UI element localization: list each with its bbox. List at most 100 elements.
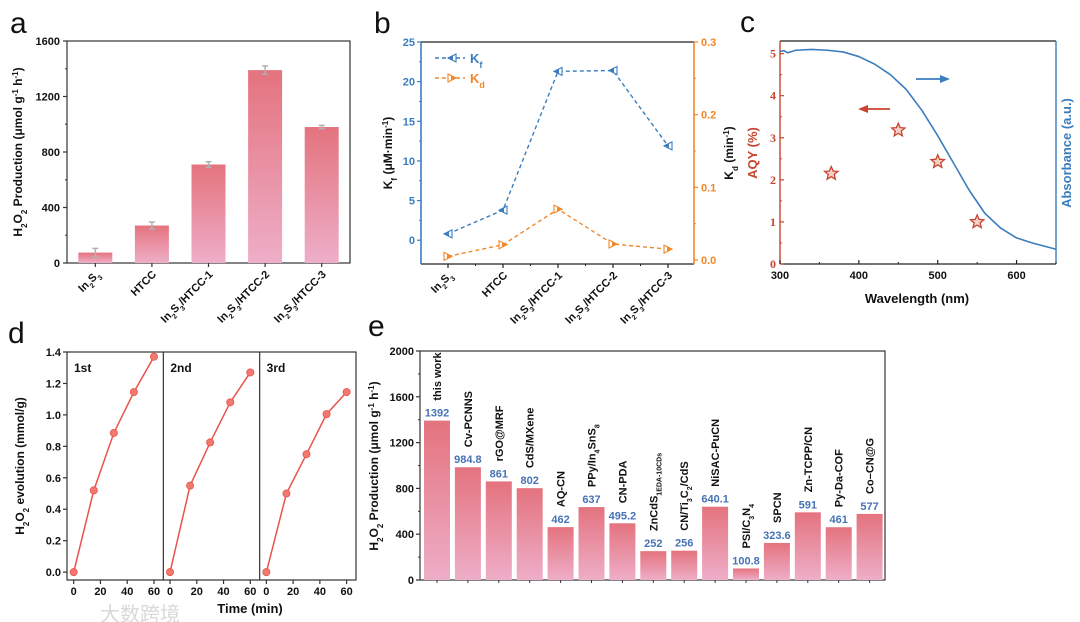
y-axis-label: Kf (μM·min-1) [381, 117, 399, 189]
category-label: PSI/C3N4 [741, 504, 756, 549]
y-tick-label: 5 [409, 196, 415, 208]
value-label: 252 [644, 538, 662, 550]
x-tick-label: 20 [94, 586, 106, 598]
bar [794, 512, 821, 580]
panel-letter: a [10, 7, 27, 40]
data-point [129, 388, 138, 397]
data-point [322, 410, 331, 419]
aqy-star-point [968, 213, 986, 229]
y-tick-label: 400 [396, 529, 414, 541]
data-point [282, 489, 291, 498]
x-axis-label: Time (min) [217, 601, 283, 616]
y-tick-label: 1200 [36, 92, 60, 104]
data-point-fill [447, 253, 452, 259]
x-tick-label: In2S3/HTCC-3 [272, 269, 331, 328]
x-tick-label: 40 [217, 586, 229, 598]
data-point [166, 568, 175, 577]
x-tick-label: 20 [287, 586, 299, 598]
y-tick-label: 1600 [390, 392, 414, 404]
data-point-fill [609, 68, 614, 74]
cycle-line [169, 372, 251, 573]
panel-letter: c [740, 6, 755, 39]
y-tick-label: 400 [42, 203, 60, 215]
x-tick-label: 60 [148, 586, 160, 598]
data-point [149, 352, 158, 361]
bar [671, 550, 698, 580]
bar [516, 488, 543, 580]
y-tick-label: 15 [403, 116, 415, 128]
plot-frame [66, 351, 357, 581]
y-tick-label: 1.0 [46, 410, 61, 422]
x-tick-label: 600 [1007, 270, 1025, 282]
cycle-line [72, 356, 155, 573]
value-label: 256 [675, 538, 693, 550]
value-label: 984.8 [454, 454, 482, 466]
data-point [186, 481, 195, 490]
aqy-star-point [929, 153, 946, 169]
category-label: CN/Ti3C2/CdS [679, 461, 694, 530]
bar [825, 527, 852, 580]
x-tick-label: 40 [121, 586, 133, 598]
x-axis-label: Wavelength (nm) [865, 291, 969, 306]
category-label: CN-PDA [617, 460, 629, 503]
data-point [262, 568, 271, 577]
aqy-star-point [822, 164, 840, 181]
value-label: 100.8 [732, 555, 760, 567]
category-label: Co–CN@G [865, 438, 877, 494]
series-line-kd [447, 208, 669, 258]
data-point-fill [664, 143, 669, 149]
y-axis-label: H2O2 Production (μmol g-1 h-1) [11, 67, 29, 236]
cycle-label: 3rd [267, 361, 286, 375]
x-tick-label: 60 [341, 586, 353, 598]
y-tick-label: 3 [770, 131, 776, 145]
data-point-fill [502, 242, 507, 248]
y-tick-label: 800 [396, 483, 414, 495]
x-tick-label: 400 [850, 270, 868, 282]
data-point [206, 438, 215, 447]
x-tick-label: 500 [929, 270, 947, 282]
x-tick-label: HTCC [129, 269, 159, 299]
x-tick-label: 0 [71, 586, 77, 598]
bar [763, 542, 790, 580]
bar [702, 506, 729, 580]
y-right-axis-label-backing [721, 95, 736, 213]
y-tick-label: 1200 [390, 438, 414, 450]
data-point [89, 486, 98, 495]
bar [733, 568, 759, 580]
bar [578, 507, 605, 580]
category-label: rGO@MRF [494, 405, 506, 461]
bar [640, 551, 667, 580]
y-tick-label: 0 [409, 235, 415, 247]
category-label: Zn-TCPP/CN [803, 427, 815, 492]
bar [485, 481, 512, 580]
value-label: 323.6 [763, 530, 791, 542]
x-tick-label: 20 [191, 586, 203, 598]
left-arrow-icon [858, 105, 868, 113]
y-axis-label: H2O2 evolution (mmol/g) [13, 397, 31, 535]
panel-letter: d [8, 317, 25, 350]
y-tick-label: 20 [403, 77, 415, 89]
x-tick-label: In2S3/HTCC-1 [508, 270, 567, 329]
aqy-star-point [890, 121, 907, 138]
y-tick-label: 0 [54, 258, 60, 270]
x-tick-label: 0 [167, 586, 173, 598]
panel-c-aqy-absorbance-chart: c 0 1 2 3 4 5 300 400 500 600 Wavelength (nm) AQY (%… [740, 6, 1074, 306]
y-tick-label: 0 [770, 257, 776, 271]
y-right-tick-label: 0.0 [701, 255, 716, 267]
bar [304, 127, 339, 264]
category-label: PPy/In4SnS8 [587, 424, 602, 487]
y-tick-label: 2000 [390, 346, 414, 358]
y-tick-label: 0.0 [46, 567, 61, 579]
y-tick-label: 0.2 [46, 536, 61, 548]
y-tick-label: 0.4 [46, 504, 62, 516]
value-label: 461 [830, 514, 848, 526]
x-tick-label: In2S3/HTCC-2 [563, 270, 622, 329]
y-tick-label: 800 [42, 147, 60, 159]
x-tick-label: HTCC [480, 270, 510, 300]
y-right-axis-label: Kd (min-1) [722, 126, 740, 179]
bar [134, 225, 169, 263]
watermark: 大数跨境 [100, 603, 180, 622]
data-point-fill [554, 68, 559, 74]
data-point [226, 398, 235, 407]
